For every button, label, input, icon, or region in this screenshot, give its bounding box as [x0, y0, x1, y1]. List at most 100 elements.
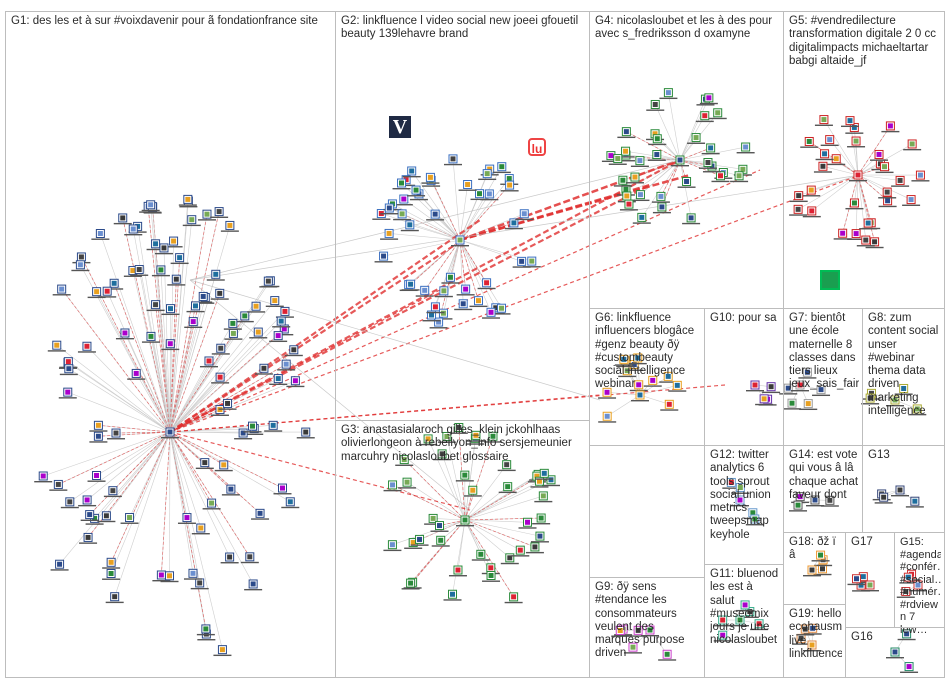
group-g4[interactable]: G4: nicolasloubet et les à des pour avec… [589, 11, 784, 309]
account-node [820, 495, 839, 507]
group-g1[interactable]: G1: des les et à sur #voixdavenir pour ã… [5, 11, 336, 678]
account-node [91, 228, 110, 240]
account-node [631, 190, 650, 202]
edge [110, 431, 171, 574]
account-node [124, 224, 143, 236]
account-node [120, 513, 139, 524]
account-node [512, 256, 531, 268]
group-g12[interactable]: G12: twitter analytics 6 tools sprout so… [704, 445, 784, 565]
account-node [909, 580, 927, 592]
account-node [167, 274, 186, 286]
account-node [629, 625, 648, 637]
edge [169, 431, 202, 529]
group-g5-label: G5: #vendredilecture transformation digi… [789, 15, 937, 67]
account-node [194, 291, 213, 303]
account-node [58, 387, 77, 399]
account-node [195, 458, 214, 470]
edge [67, 391, 171, 433]
account-node [433, 449, 452, 461]
account-node [161, 339, 180, 351]
account-node [641, 625, 659, 637]
account-node [482, 307, 501, 319]
account-node [802, 185, 821, 197]
edge [464, 519, 541, 537]
group-g17-label: G17 [851, 536, 873, 548]
account-node [611, 625, 630, 637]
group-g15[interactable]: G15: #agenda #confér… #social… #numér… #… [894, 532, 945, 636]
account-node [141, 331, 160, 343]
nodes-layer [34, 88, 930, 673]
edge [410, 519, 466, 584]
group-g13[interactable]: G13 [862, 445, 945, 533]
account-node [827, 154, 846, 166]
account-node [897, 629, 916, 641]
account-node [182, 215, 201, 227]
edge [427, 438, 466, 521]
account-node [755, 394, 774, 406]
account-node [441, 272, 460, 284]
edge [169, 297, 206, 433]
account-node [875, 162, 894, 174]
group-g19[interactable]: G19: hello ecohausme live linkfluence [783, 604, 846, 678]
account-node [421, 172, 440, 184]
brand-logo-v-node[interactable]: V [389, 116, 411, 138]
account-node [598, 411, 617, 423]
account-node [847, 574, 866, 586]
group-g5[interactable]: G5: #vendredilecture transformation digi… [783, 11, 945, 309]
account-node [629, 380, 648, 392]
group-g2[interactable]: G2: linkfluence l video social new joeei… [335, 11, 590, 421]
account-node [240, 552, 259, 564]
edge [452, 158, 461, 241]
account-node [695, 111, 714, 123]
account-node [383, 540, 402, 552]
account-node [249, 327, 268, 339]
group-g10[interactable]: G10: pour sa [704, 308, 784, 446]
edge [679, 159, 709, 163]
edge [169, 431, 251, 557]
group-g11[interactable]: G11: bluenod les est à salut #museomix j… [704, 564, 784, 678]
account-node [191, 523, 210, 535]
account-node [682, 213, 701, 225]
group-g17[interactable]: G17 [845, 532, 895, 628]
account-node [220, 220, 239, 232]
account-node [874, 492, 893, 504]
edge [854, 174, 859, 204]
brand-logo-lu-node[interactable]: lu [528, 138, 546, 156]
account-node [105, 592, 124, 604]
account-node [483, 431, 502, 443]
edge [679, 159, 692, 218]
account-node [211, 372, 230, 384]
group-g14-label: G14: est vote qui vous â lâ chaque achat… [789, 449, 859, 501]
edge [135, 373, 171, 433]
edge [169, 360, 210, 433]
group-g8[interactable]: G8: zum content social unser #webinar th… [862, 308, 945, 446]
account-node [247, 301, 266, 313]
edge [169, 308, 171, 433]
account-node [652, 202, 671, 214]
account-node [660, 399, 679, 411]
group-g18[interactable]: G18: ðž ï â [783, 532, 846, 605]
account-node [498, 482, 517, 494]
edge [403, 459, 466, 521]
edge [411, 170, 461, 241]
account-node [750, 619, 769, 631]
group-g14[interactable]: G14: est vote qui vous â lâ chaque achat… [783, 445, 863, 533]
group-g16[interactable]: G16 [845, 627, 945, 678]
account-node [894, 383, 913, 395]
edge [679, 159, 687, 182]
group-g7[interactable]: G7: bientôt une école maternelle 8 class… [783, 308, 863, 446]
edge [169, 323, 234, 433]
group-g9-label: G9: ðÿ sens #tendance les consommateurs … [595, 581, 685, 660]
account-node [105, 278, 124, 290]
edge [464, 517, 542, 521]
account-node [789, 500, 808, 512]
account-node [891, 485, 909, 497]
group-g6[interactable]: G6: linkfluence influencers blogâce #gen… [589, 308, 705, 446]
green-logo-node[interactable] [820, 270, 840, 290]
group-g9[interactable]: G9: ðÿ sens #tendance les consommateurs … [589, 577, 705, 678]
edge [169, 214, 208, 433]
group-g3[interactable]: G3: anastasialaroch gilles_klein jckohlh… [335, 420, 590, 678]
edge [86, 346, 171, 433]
account-node [900, 662, 919, 673]
account-node [272, 316, 291, 328]
